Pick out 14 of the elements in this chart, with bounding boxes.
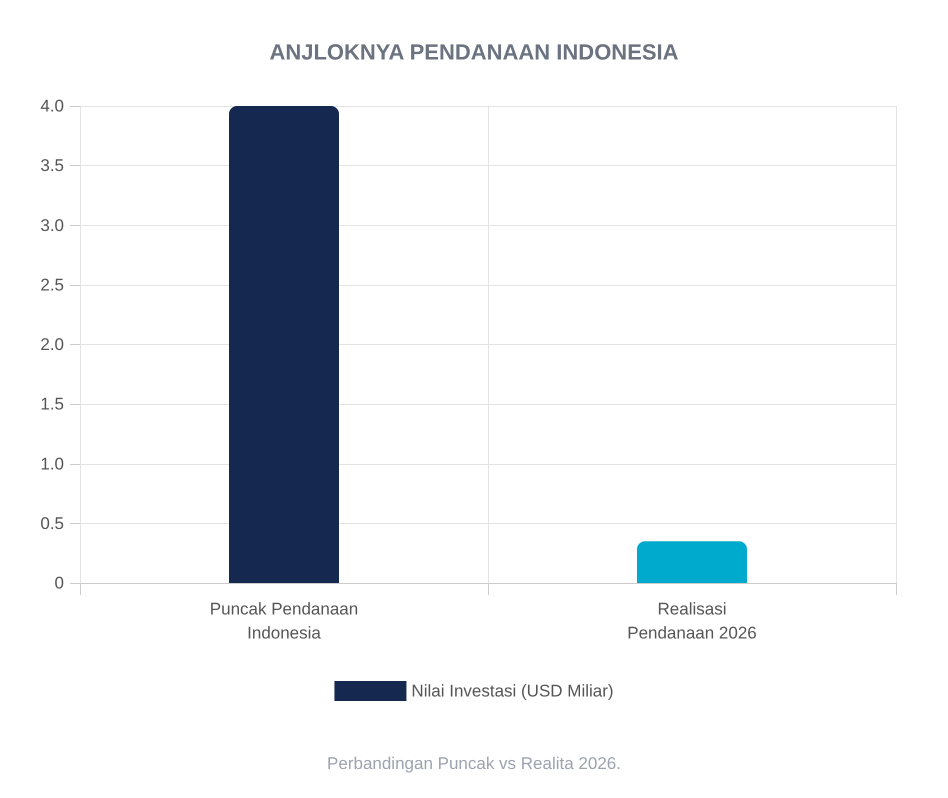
y-tick-label: 2.5 — [40, 275, 64, 294]
y-tick-label: 3.5 — [40, 156, 64, 176]
x-tick-label: Puncak Pendanaan Indonesia — [210, 600, 358, 642]
y-tick-label: 3.0 — [40, 216, 64, 235]
text: Perbandingan Puncak vs Realita 2026. — [327, 754, 621, 773]
y-tick-label: 2.0 — [40, 335, 64, 354]
y-tick-label: 0 — [54, 574, 64, 592]
y-tick-label: 1.0 — [40, 454, 64, 474]
y-tick-label: 1.5 — [40, 394, 64, 414]
legend-label: Nilai Investasi (USD Miliar) — [411, 682, 614, 700]
y-tick-label: 0.5 — [40, 514, 64, 533]
x-tick-label: Realisasi Pendanaan 2026 — [627, 600, 757, 642]
chart-title: ANJLOKNYA PENDANAAN INDONESIA — [269, 40, 679, 64]
y-tick-label: 4.0 — [40, 96, 64, 116]
